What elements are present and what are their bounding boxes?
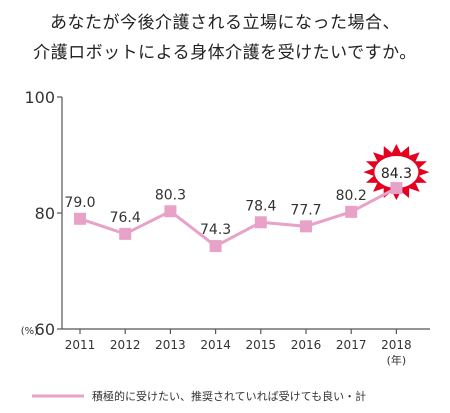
data-point: [345, 205, 358, 218]
y-tick-label: 60: [35, 320, 55, 339]
data-label: 80.3: [155, 187, 186, 203]
data-label: 76.4: [110, 210, 141, 226]
chart-title-line-1: あなたが今後介護される立場になった場合、: [50, 13, 400, 33]
x-tick-label: 2014: [200, 338, 231, 352]
data-label: 74.3: [200, 222, 231, 238]
x-tick-label: 2013: [155, 338, 186, 352]
data-label: 80.2: [336, 188, 367, 204]
data-point: [74, 212, 86, 225]
data-label: 78.4: [245, 198, 276, 214]
data-point: [164, 205, 177, 218]
highlight-burst-center: [374, 156, 419, 189]
data-label: 79.0: [64, 195, 95, 211]
x-tick-label: 2017: [336, 338, 367, 352]
y-axis-unit-label: (%): [21, 326, 38, 337]
x-tick-label: 2018: [381, 338, 412, 352]
data-label: 77.7: [290, 202, 321, 218]
y-tick-label: 100: [24, 88, 55, 107]
x-tick-label: 2015: [246, 338, 277, 352]
x-axis-unit-label: (年): [387, 353, 407, 367]
x-tick-label: 2011: [65, 338, 96, 352]
data-point: [300, 220, 312, 233]
data-point: [119, 227, 132, 240]
chart-title-line-2: 介護ロボットによる身体介護を受けたいですか。: [33, 43, 417, 63]
x-tick-label: 2016: [291, 338, 322, 352]
data-label: 84.3: [381, 166, 412, 182]
data-point: [390, 182, 403, 195]
x-tick-label: 2012: [110, 338, 141, 352]
data-point: [209, 240, 222, 253]
legend-label: 積極的に受けたい、推奨されていれば受けても良い・計: [92, 389, 366, 403]
y-tick-label: 80: [35, 204, 55, 223]
series-line: [79, 186, 398, 248]
data-point: [254, 216, 267, 229]
